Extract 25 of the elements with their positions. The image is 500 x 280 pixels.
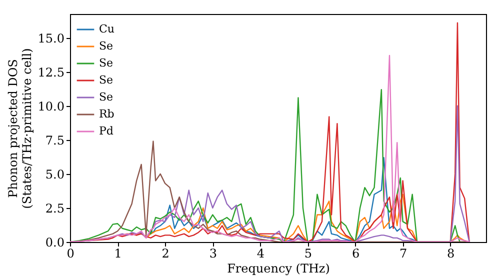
x-tick-label: 0 [66, 246, 74, 260]
x-tick-label: 2 [162, 246, 170, 260]
legend-label: Se [99, 74, 114, 86]
x-tick-label: 3 [209, 246, 217, 260]
y-tick-label: 2.5 [45, 201, 64, 216]
x-tick-label: 5 [304, 246, 312, 260]
x-tick-label: 6 [352, 246, 360, 260]
y-tick-label: 0.0 [45, 236, 64, 250]
x-tick-label: 4 [256, 246, 265, 260]
legend-label: Pd [99, 124, 114, 138]
x-tick-label: 7 [399, 246, 408, 260]
y-tick-label: 5.0 [45, 167, 64, 182]
legend-label: Se [99, 56, 114, 70]
y-tick-label: 15.0 [38, 31, 64, 46]
y-tick-label: 10.0 [38, 99, 64, 114]
y-tick-label: 12.5 [38, 65, 64, 80]
legend-label: Se [99, 40, 114, 52]
legend-label: Rb [99, 108, 114, 120]
legend-label: Se [99, 90, 114, 104]
y-tick-label: 7.5 [45, 133, 64, 148]
x-axis-title: Frequency (THz) [227, 262, 330, 276]
legend-label: Cu [99, 22, 115, 36]
x-tick-label: 1 [114, 246, 122, 260]
x-tick-label: 8 [447, 246, 455, 260]
y-axis-title: Phonon projected DOS (States/THz·primitive cell) [6, 48, 34, 209]
